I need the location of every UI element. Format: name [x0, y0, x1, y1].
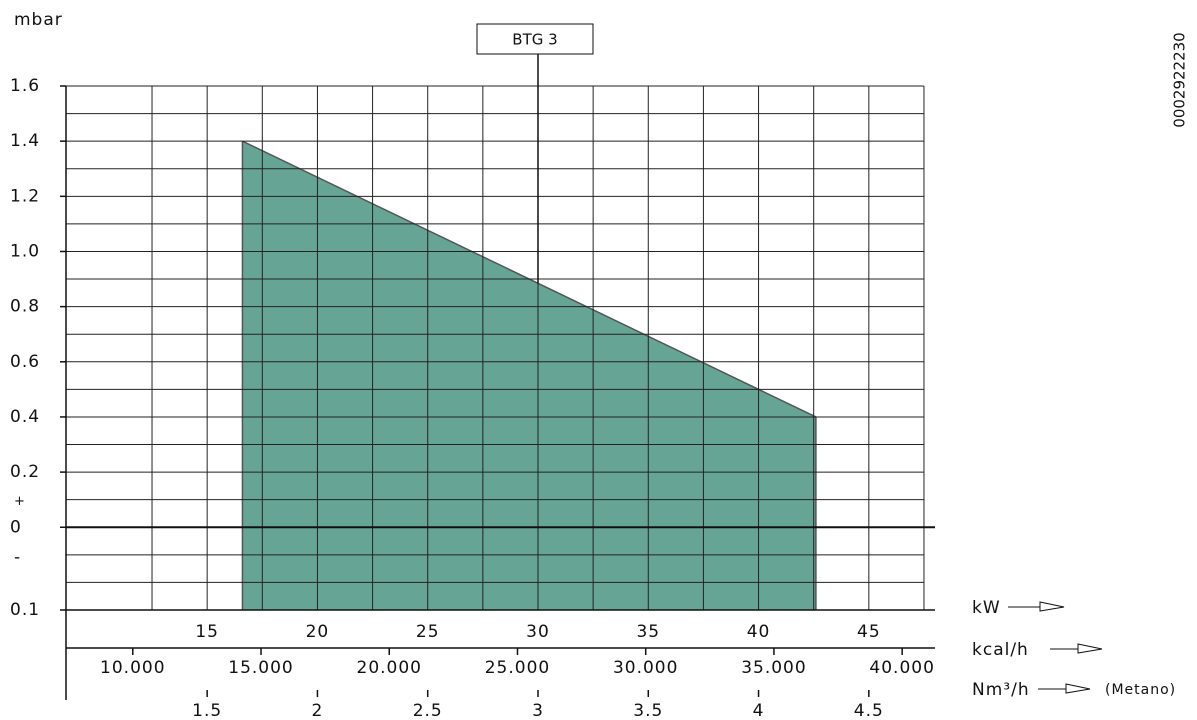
x-tick-label: 15: [195, 622, 219, 642]
y-tick-label: 1.4: [10, 131, 40, 151]
x3-tick-label: 3.5: [633, 701, 663, 720]
x3-tick-label: 4: [753, 701, 765, 720]
y-tick-label: 1.6: [10, 76, 40, 96]
y-tick-label: 1.0: [10, 241, 40, 261]
x-axis-label: kW: [972, 598, 1001, 618]
y-tick-label: 0: [10, 517, 22, 537]
x-tick-label: 45: [857, 622, 881, 642]
x-tick-label: 20: [306, 622, 330, 642]
x-tick-label: 25: [416, 622, 440, 642]
x2-tick-label: 25.000: [485, 658, 550, 678]
x-tick-label: 40: [747, 622, 771, 642]
y-tick-label: 0.6: [10, 352, 40, 372]
x-tick-label: 35: [636, 622, 660, 642]
area-fill: [242, 141, 816, 610]
x3-tick-label: 2.5: [413, 701, 443, 720]
x2-tick-label: 35.000: [741, 658, 806, 678]
x2-tick-label: 40.000: [869, 658, 934, 678]
annotation-box: [476, 23, 594, 55]
x3-tick-label: 1.5: [192, 701, 222, 720]
y-axis-label: mbar: [14, 10, 63, 30]
x3-tick-label: 2: [312, 701, 324, 720]
y-tick-label: 0.1: [10, 600, 40, 620]
annotation: BTG 3: [512, 31, 557, 49]
x3-tick-label: 4.5: [854, 701, 884, 720]
code: 0002922230: [1171, 32, 1189, 127]
plus-sign: +: [14, 494, 26, 509]
y-tick-label: 1.2: [10, 186, 40, 206]
x-tick-label: 30: [526, 622, 550, 642]
arrows: [1008, 601, 1103, 694]
x3-tick-label: 3: [532, 701, 544, 720]
x2-axis-label: kcal/h: [972, 640, 1029, 660]
x3-axis-label: Nm³/h: [972, 680, 1030, 700]
x2-tick-label: 30.000: [613, 658, 678, 678]
x3-note: (Metano): [1105, 682, 1176, 698]
minus-sign: -: [14, 547, 21, 567]
x2-tick-label: 10.000: [100, 658, 165, 678]
y-tick-label: 0.4: [10, 407, 40, 427]
x2-tick-label: 20.000: [357, 658, 422, 678]
y-tick-label: 0.2: [10, 462, 40, 482]
y-tick-label: 0.8: [10, 297, 40, 317]
x2-tick-label: 15.000: [228, 658, 293, 678]
